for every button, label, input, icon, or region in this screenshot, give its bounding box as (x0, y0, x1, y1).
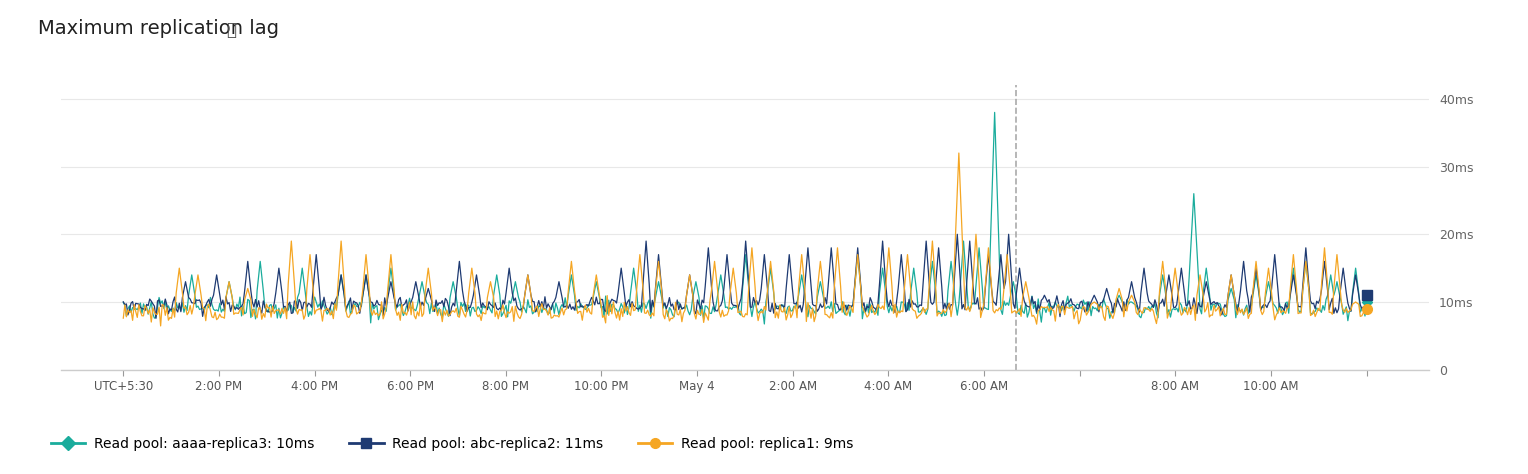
Text: ⓘ: ⓘ (226, 21, 237, 39)
Legend: Read pool: aaaa-replica3: 10ms, Read pool: abc-replica2: 11ms, Read pool: replic: Read pool: aaaa-replica3: 10ms, Read poo… (46, 432, 859, 456)
Text: Maximum replication lag: Maximum replication lag (38, 19, 280, 38)
